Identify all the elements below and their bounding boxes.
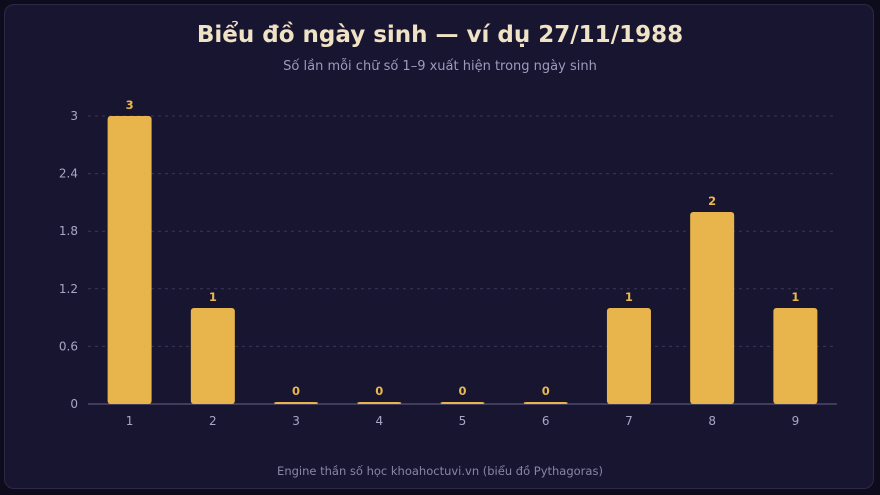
bar-2 [190,308,235,404]
value-label-5: 0 [458,384,466,398]
value-label-8: 2 [708,194,716,208]
bar-9 [773,308,818,404]
value-label-6: 0 [542,384,550,398]
bar-3 [274,402,319,404]
x-tick-label-3: 3 [292,414,300,428]
chart-footer: Engine thần số học khoahoctuvi.vn (biểu … [277,464,603,478]
value-label-9: 1 [791,290,799,304]
bar-4 [357,402,402,404]
chart-title: Biểu đồ ngày sinh — ví dụ 27/11/1988 [196,22,684,48]
y-tick-label: 3 [70,109,78,123]
value-label-3: 0 [292,384,300,398]
bar-5 [440,402,485,404]
x-tick-label-4: 4 [375,414,383,428]
x-tick-label-2: 2 [209,414,217,428]
x-tick-label-6: 6 [542,414,550,428]
y-tick-label: 1.2 [59,282,78,296]
bar-1 [107,116,152,404]
x-tick-label-1: 1 [126,414,134,428]
value-label-2: 1 [209,290,217,304]
y-tick-label: 1.8 [59,224,78,238]
x-tick-label-8: 8 [708,414,716,428]
value-label-1: 3 [126,98,134,112]
y-tick-label: 0.6 [59,339,78,353]
y-tick-label: 2.4 [59,167,78,181]
value-label-7: 1 [625,290,633,304]
x-tick-label-9: 9 [792,414,800,428]
y-tick-label: 0 [70,397,78,411]
value-label-4: 0 [375,384,383,398]
bar-7 [606,308,651,404]
x-tick-label-7: 7 [625,414,633,428]
chart-subtitle: Số lần mỗi chữ số 1–9 xuất hiện trong ng… [283,59,597,74]
bar-6 [523,402,568,404]
x-tick-label-5: 5 [459,414,467,428]
bar-8 [690,212,735,404]
